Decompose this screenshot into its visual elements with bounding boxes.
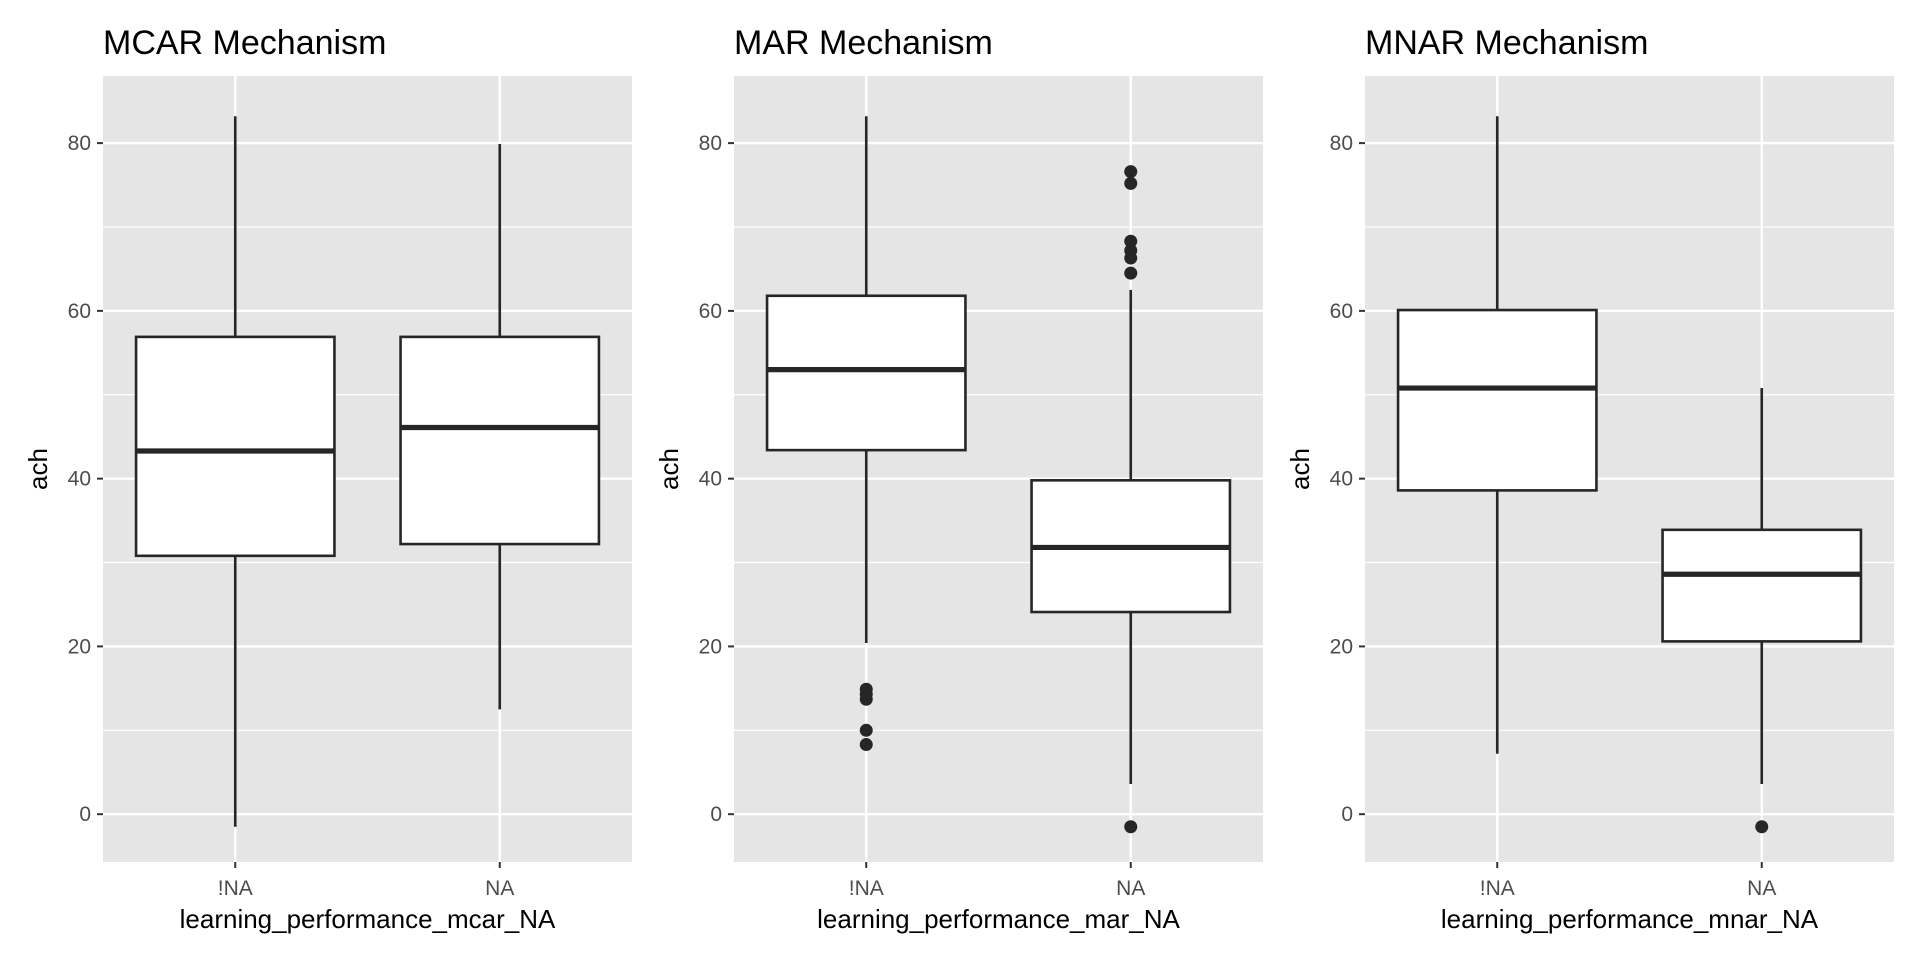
box-na <box>765 116 967 752</box>
y-axis-title: ach <box>1285 448 1315 490</box>
box-na <box>1661 388 1863 834</box>
outlier-point <box>1124 266 1138 280</box>
box-iqr <box>1661 528 1863 643</box>
panel-3: 0 20 40 60 80 !NA NA learning_performance_mnar_… <box>1285 24 1894 934</box>
y-tick-label: 0 <box>710 803 722 826</box>
panel-2: 0 20 40 60 80 !NA NA learning_performance_mar_N… <box>654 24 1263 934</box>
outlier-point <box>1755 820 1769 834</box>
panel-title: MCAR Mechanism <box>103 24 386 62</box>
x-tick-label: !NA <box>1480 877 1515 900</box>
y-tick-label: 20 <box>1330 635 1353 658</box>
x-axis-title: learning_performance_mnar_NA <box>1441 904 1819 934</box>
outlier-point <box>859 723 873 737</box>
panel-background <box>734 76 1263 862</box>
x-tick-label: !NA <box>218 877 253 900</box>
outlier-point <box>859 738 873 752</box>
box-iqr <box>399 335 601 546</box>
outlier-point <box>1124 251 1138 265</box>
y-tick-label: 40 <box>699 468 722 491</box>
y-tick-label: 80 <box>1330 132 1353 155</box>
panel-title: MNAR Mechanism <box>1365 24 1648 62</box>
panel-1: 0 20 40 60 80 !NA NA learning_performance_mcar_… <box>23 24 632 934</box>
x-tick-label: !NA <box>849 877 884 900</box>
outlier-point <box>1124 820 1138 834</box>
y-tick-label: 60 <box>68 300 91 323</box>
box-na <box>1396 116 1598 754</box>
outlier-point <box>1124 176 1138 190</box>
y-tick-label: 60 <box>699 300 722 323</box>
y-tick-label: 60 <box>1330 300 1353 323</box>
box-iqr <box>765 294 967 452</box>
outlier-point <box>1124 234 1138 248</box>
outlier-point <box>859 692 873 706</box>
y-tick-label: 20 <box>68 635 91 658</box>
box-na <box>134 116 336 827</box>
x-tick-label: NA <box>1116 877 1145 900</box>
y-tick-label: 0 <box>1341 803 1353 826</box>
x-tick-label: NA <box>485 877 514 900</box>
outlier-point <box>1124 165 1138 179</box>
y-axis-title: ach <box>654 448 684 490</box>
y-tick-label: 80 <box>699 132 722 155</box>
x-axis-title: learning_performance_mar_NA <box>817 904 1180 934</box>
box-na <box>399 143 601 710</box>
y-tick-label: 40 <box>68 468 91 491</box>
box-iqr <box>1396 308 1598 492</box>
box-na <box>1030 165 1232 834</box>
y-tick-label: 80 <box>68 132 91 155</box>
y-tick-label: 40 <box>1330 468 1353 491</box>
x-tick-label: NA <box>1747 877 1776 900</box>
y-tick-label: 20 <box>699 635 722 658</box>
y-axis-title: ach <box>23 448 53 490</box>
y-tick-label: 0 <box>79 803 91 826</box>
x-axis-title: learning_performance_mcar_NA <box>180 904 556 934</box>
box-iqr <box>134 335 336 558</box>
panel-title: MAR Mechanism <box>734 24 993 62</box>
